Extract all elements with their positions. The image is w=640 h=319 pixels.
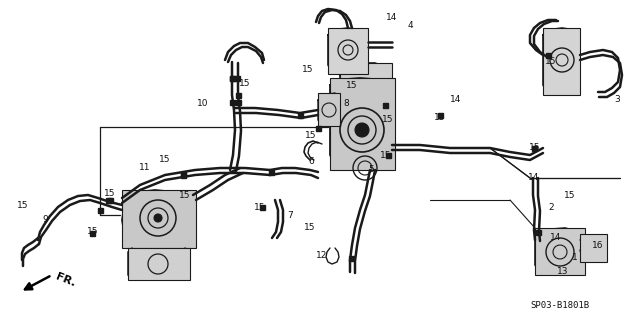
Text: 15: 15 [564,190,576,199]
Text: 10: 10 [197,99,209,108]
Text: 15: 15 [529,144,541,152]
Bar [535,228,585,275]
Bar [318,93,340,126]
Text: 12: 12 [316,250,328,259]
Text: 3: 3 [614,95,620,105]
Bar [180,172,186,176]
Text: 6: 6 [308,158,314,167]
Bar [269,169,273,174]
Text: 5: 5 [368,166,374,174]
Bar [236,93,241,98]
Bar [340,63,392,98]
Circle shape [154,214,162,222]
Text: SP03-B1801B: SP03-B1801B [530,300,589,309]
Text: 16: 16 [592,241,604,250]
Text: 14: 14 [451,95,461,105]
Bar [230,100,234,105]
Bar [298,113,303,117]
Text: 15: 15 [179,191,191,201]
Text: 15: 15 [254,203,266,211]
Bar [236,100,241,105]
Bar [97,207,102,212]
Bar [383,102,387,108]
Text: 11: 11 [140,164,151,173]
Text: 15: 15 [380,151,392,160]
Bar [108,197,113,203]
Text: 15: 15 [304,224,316,233]
Text: 2: 2 [548,204,554,212]
Text: 15: 15 [305,130,317,139]
Bar [122,190,196,248]
Bar [106,197,111,203]
Text: 15: 15 [302,65,314,75]
Text: 15: 15 [239,78,251,87]
Text: 14: 14 [528,174,540,182]
Text: 4: 4 [407,21,413,31]
Text: 13: 13 [557,268,569,277]
Bar [316,125,321,130]
Text: 7: 7 [287,211,293,220]
Bar [531,145,536,151]
Text: 14: 14 [550,234,562,242]
Bar [330,78,395,170]
Bar [536,229,541,234]
Text: 15: 15 [17,201,29,210]
Bar [180,173,186,177]
Text: 14: 14 [387,13,397,23]
Text: 15: 15 [159,155,171,165]
Text: 1: 1 [572,254,578,263]
Circle shape [355,123,369,137]
Text: 15: 15 [104,189,116,198]
Text: 15: 15 [346,81,358,91]
Text: 9: 9 [42,216,48,225]
Bar [230,76,234,80]
Text: 15: 15 [435,114,445,122]
Text: FR.: FR. [54,271,77,288]
Text: 8: 8 [343,99,349,108]
Bar [230,76,234,80]
Bar [328,28,368,74]
Bar [259,204,264,210]
Bar [385,152,390,158]
Text: 15: 15 [545,57,557,66]
Bar [128,248,190,280]
Text: 15: 15 [382,115,394,124]
Bar [580,234,607,262]
Bar [234,76,239,80]
Bar [90,231,95,235]
Bar [349,256,353,261]
Text: 15: 15 [87,226,99,235]
Bar [438,113,442,117]
Bar [543,28,580,95]
Bar [545,53,550,57]
